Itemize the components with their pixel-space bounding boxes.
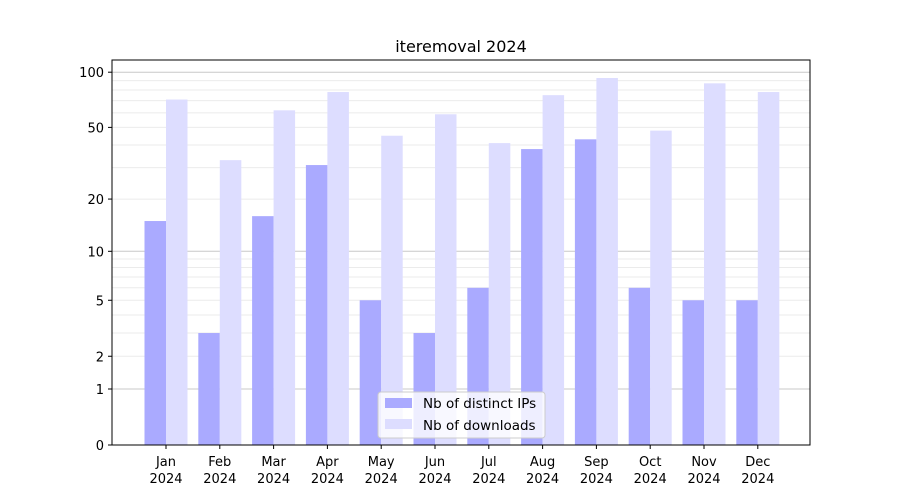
x-tick-label-year: 2024 [687,472,720,487]
bar-distinct-ips [144,221,166,445]
bar-distinct-ips [521,149,543,445]
bar-distinct-ips [682,300,704,445]
x-tick-label-year: 2024 [149,472,182,487]
bar-distinct-ips [736,300,758,445]
x-tick-label-year: 2024 [741,472,774,487]
x-tick-label-month: Aug [530,455,555,470]
y-tick-label: 10 [87,245,104,260]
x-tick-label-year: 2024 [365,472,398,487]
x-tick-label-month: Dec [745,455,770,470]
bar-downloads [650,130,672,445]
x-tick-label-month: Jul [480,455,497,470]
legend: Nb of distinct IPs Nb of downloads [377,391,546,439]
bar-downloads [488,143,511,446]
legend-swatch-ips [385,398,412,408]
x-tick-label-month: Mar [261,455,286,470]
y-tick-label: 100 [79,66,104,81]
x-tick-label-year: 2024 [418,472,451,487]
x-tick-label-year: 2024 [580,472,613,487]
y-axis: 0 1 2 5 10 20 50 100 [79,66,112,454]
bar-distinct-ips [198,333,220,445]
x-tick-label-month: Feb [208,455,231,470]
bar-distinct-ips [305,165,328,445]
bar-downloads [327,92,349,446]
x-tick-label-month: Jan [155,455,176,470]
x-tick-label-month: Apr [316,455,339,470]
x-tick-label-month: Jun [424,455,445,470]
x-tick-label-month: May [368,455,395,470]
x-tick-label-year: 2024 [526,472,559,487]
legend-label-downloads: Nb of downloads [423,418,536,434]
y-tick-label: 5 [96,294,104,309]
x-tick-label-month: Sep [584,455,609,470]
bar-downloads [542,95,565,445]
x-tick-label-month: Nov [691,455,717,470]
bar-downloads [219,160,242,445]
bar-downloads [596,77,618,445]
bar-downloads [435,114,457,446]
bar-distinct-ips [574,139,597,445]
y-tick-label: 50 [87,121,104,136]
legend-swatch-downloads [385,419,412,429]
x-tick-label-year: 2024 [311,472,344,487]
x-tick-label-year: 2024 [634,472,667,487]
y-tick-label: 0 [96,439,104,454]
x-tick-label-year: 2024 [203,472,236,487]
bar-downloads [273,110,296,445]
bar-distinct-ips [359,300,382,445]
bar-downloads [757,92,780,446]
bar-downloads [166,99,188,445]
x-tick-label-year: 2024 [472,472,505,487]
y-tick-label: 2 [96,350,104,365]
bar-distinct-ips [252,216,274,445]
bars [144,77,780,446]
y-tick-label: 20 [87,193,104,208]
x-axis: Jan 2024 Feb 2024 Mar 2024 Apr 2024 May 2024 Jun 20… [149,445,774,487]
bar-downloads [381,135,403,445]
bar-distinct-ips [628,287,651,445]
legend-frame [377,391,546,439]
bar-downloads [704,83,726,445]
x-tick-label-year: 2024 [257,472,290,487]
legend-label-ips: Nb of distinct IPs [423,396,536,412]
plot-frame [111,59,811,446]
y-tick-label: 1 [96,383,104,398]
x-tick-label-month: Oct [639,455,661,470]
chart-title: iteremoval 2024 [395,37,527,56]
